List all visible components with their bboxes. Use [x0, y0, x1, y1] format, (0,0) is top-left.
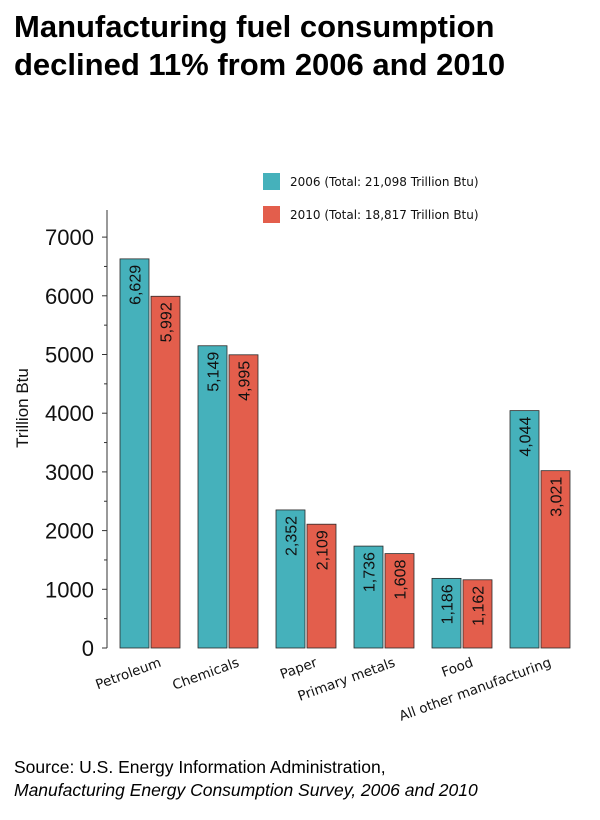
chart-title: Manufacturing fuel consumption declined …	[14, 8, 594, 84]
data-label: 5,992	[159, 302, 176, 342]
data-label: 1,186	[440, 584, 457, 624]
legend-label-2010: 2010 (Total: 18,817 Trillion Btu)	[290, 208, 479, 222]
category-label: Chemicals	[170, 655, 241, 694]
data-label: 5,149	[206, 352, 223, 392]
bar-2010	[306, 523, 337, 649]
category-label: Food	[439, 655, 475, 681]
data-label: 6,629	[128, 265, 145, 305]
data-label: 1,162	[471, 586, 488, 626]
y-tick-label: 2000	[45, 519, 94, 544]
category-label: Paper	[278, 655, 320, 683]
y-tick-label: 1000	[45, 577, 94, 602]
legend-label-2006: 2006 (Total: 21,098 Trillion Btu)	[290, 175, 479, 189]
y-tick-label: 7000	[45, 225, 94, 250]
y-tick-label: 6000	[45, 284, 94, 309]
category-label: All other manufacturing	[397, 655, 553, 725]
source-line-2: Manufacturing Energy Consumption Survey,…	[14, 780, 478, 800]
category-label: Petroleum	[93, 655, 163, 693]
data-label: 3,021	[549, 477, 566, 517]
chart-title-line-2: declined 11% from 2006 and 2010	[14, 47, 506, 82]
bar-2006	[119, 258, 150, 649]
y-tick-label: 3000	[45, 460, 94, 485]
y-tick-label: 5000	[45, 343, 94, 368]
y-tick-label: 4000	[45, 401, 94, 426]
bar-2006	[275, 509, 306, 649]
bar-2006	[509, 410, 540, 649]
data-label: 1,736	[362, 552, 379, 592]
y-tick-label: 0	[82, 636, 94, 661]
data-label: 4,044	[518, 417, 535, 457]
data-label: 2,109	[315, 530, 332, 570]
bar-2010	[228, 354, 259, 649]
bar-2006	[431, 577, 462, 649]
data-label: 2,352	[284, 516, 301, 556]
bar-2006	[197, 345, 228, 649]
bar-2010	[384, 553, 415, 649]
bar-2006	[353, 545, 384, 649]
legend-swatch-2006	[263, 173, 280, 190]
y-axis-label: Trillion Btu	[13, 368, 32, 448]
data-label: 4,995	[237, 361, 254, 401]
bar-2010	[462, 579, 493, 649]
legend-swatch-2010	[263, 206, 280, 223]
chart-title-line-1: Manufacturing fuel consumption	[14, 9, 495, 44]
bar-2010	[540, 470, 571, 649]
bar-2010	[150, 295, 181, 649]
data-label: 1,608	[393, 560, 410, 600]
source-line-1: Source: U.S. Energy Information Administ…	[14, 757, 386, 777]
